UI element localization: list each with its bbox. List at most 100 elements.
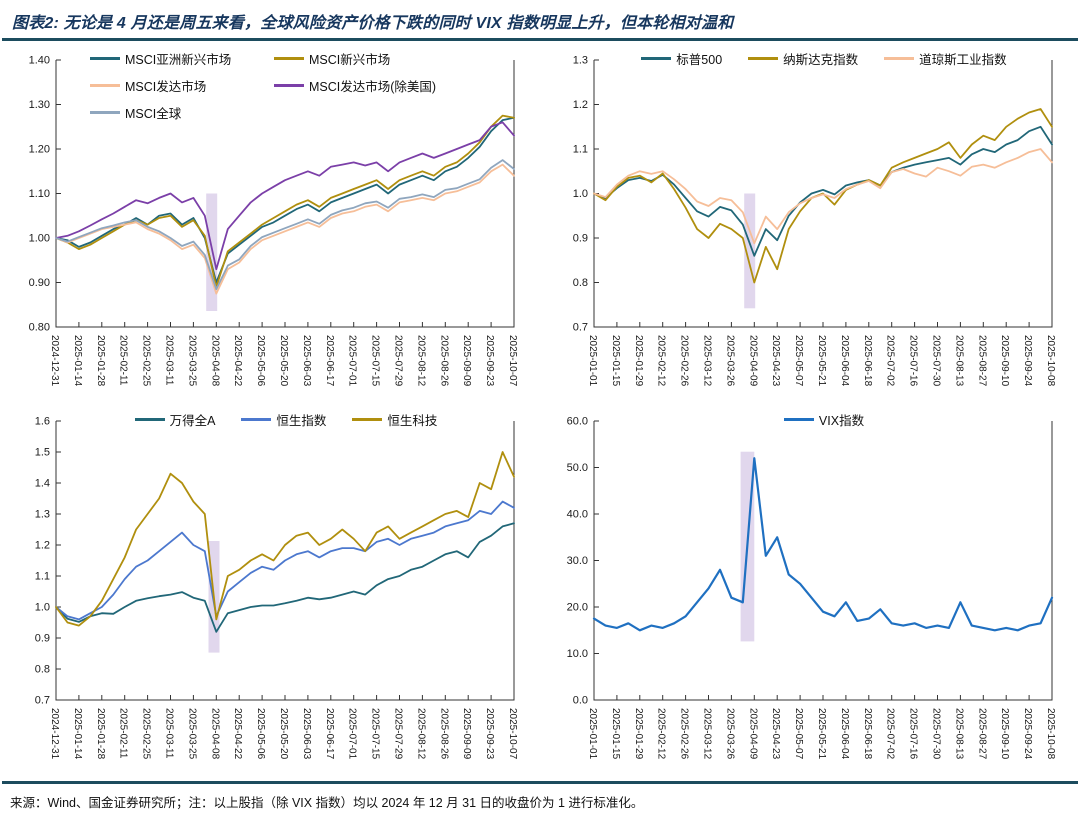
svg-text:2025-10-07: 2025-10-07 [507,335,518,387]
svg-text:2025-04-23: 2025-04-23 [770,708,781,760]
svg-text:60.0: 60.0 [567,416,588,428]
svg-text:2025-03-11: 2025-03-11 [164,708,175,759]
svg-text:1.1: 1.1 [573,144,588,156]
svg-text:2025-01-29: 2025-01-29 [633,708,644,760]
svg-text:2025-07-16: 2025-07-16 [908,335,919,387]
svg-text:2025-02-26: 2025-02-26 [679,708,690,760]
svg-text:2025-02-25: 2025-02-25 [141,335,152,387]
svg-text:0.8: 0.8 [573,277,588,289]
svg-text:2025-06-04: 2025-06-04 [839,708,850,760]
svg-text:2025-01-28: 2025-01-28 [95,335,106,387]
svg-text:2025-05-07: 2025-05-07 [793,708,804,760]
svg-text:2025-03-25: 2025-03-25 [186,708,197,760]
svg-text:0.7: 0.7 [35,695,50,707]
svg-text:2025-04-08: 2025-04-08 [209,335,220,387]
series-line-us-0 [593,125,1053,257]
svg-text:2025-01-14: 2025-01-14 [72,335,83,387]
svg-text:2025-03-11: 2025-03-11 [164,335,175,386]
svg-text:2025-06-17: 2025-06-17 [324,335,335,387]
series-line-msci-3 [55,121,515,271]
svg-text:2025-08-12: 2025-08-12 [415,335,426,387]
legend-line-swatch [783,418,814,421]
svg-text:2025-10-07: 2025-10-07 [507,708,518,760]
legend-line-swatch [134,418,165,421]
svg-text:1.3: 1.3 [573,55,588,67]
svg-text:2025-08-13: 2025-08-13 [953,335,964,387]
series-line-hk-2 [55,451,515,627]
svg-text:1.0: 1.0 [35,602,50,614]
svg-text:2025-08-27: 2025-08-27 [976,335,987,387]
legend-line-swatch [90,111,120,114]
legend-item-msci-2: MSCI发达市场 [90,76,268,95]
legend-item-vix-0: VIX指数 [783,410,865,429]
svg-text:2024-12-31: 2024-12-31 [49,708,60,760]
legend-item-hk-0: 万得全A [134,410,215,429]
chart-china-hk-indices: 万得全A 恒生指数 恒生科技 1.6 1.5 1.4 1.3 1.2 1.1 1.0 0.9 0.8… [12,408,528,777]
highlight-band-april [206,193,218,311]
svg-text:1.20: 1.20 [29,144,50,156]
footer-divider [2,781,1078,784]
svg-text:0.9: 0.9 [35,633,50,645]
svg-text:2025-08-26: 2025-08-26 [438,708,449,760]
svg-text:0.7: 0.7 [573,322,588,334]
legend-line-swatch [241,418,272,421]
source-note: 来源：Wind、国金证券研究所；注：以上股指（除 VIX 指数）均以 2024 … [10,796,644,810]
x-axis: 2024-12-31 2025-01-14 2025-01-28 2025-02-11… [49,322,518,387]
svg-text:2025-10-08: 2025-10-08 [1045,708,1056,760]
legend-label: MSCI全球 [125,107,182,121]
svg-text:0.8: 0.8 [35,664,50,676]
legend-label: MSCI新兴市场 [309,53,391,67]
legend-label: 标普500 [676,53,723,67]
series-line-msci-1 [55,114,515,288]
svg-text:2025-07-29: 2025-07-29 [393,708,404,760]
svg-text:0.90: 0.90 [29,277,50,289]
svg-text:2025-02-11: 2025-02-11 [118,335,129,386]
svg-text:2025-05-07: 2025-05-07 [793,335,804,387]
svg-text:1.4: 1.4 [35,478,50,490]
legend-line-swatch [748,57,779,60]
legend-line-swatch [884,57,915,60]
legend-line-swatch [274,57,304,60]
svg-text:2025-06-18: 2025-06-18 [862,708,873,760]
svg-text:2025-09-23: 2025-09-23 [484,708,495,760]
svg-text:2025-06-18: 2025-06-18 [862,335,873,387]
chart-us-indices: 标普500 纳斯达克指数 道琼斯工业指数 1.3 1.2 1.1 1.0 0.9 0.8 0.7… [550,47,1066,404]
legend-label: 恒生指数 [276,414,327,428]
svg-text:0.80: 0.80 [29,322,50,334]
y-axis: 1.6 1.5 1.4 1.3 1.2 1.1 1.0 0.9 0.8 0.7 [35,416,61,707]
svg-text:2025-02-25: 2025-02-25 [141,708,152,760]
series-line-vix-0 [592,457,1054,632]
svg-text:2025-02-26: 2025-02-26 [679,335,690,387]
svg-text:2025-04-22: 2025-04-22 [232,335,243,387]
legend-item-hk-2: 恒生科技 [352,410,437,429]
svg-text:2025-05-06: 2025-05-06 [255,335,266,387]
svg-text:2025-02-12: 2025-02-12 [656,708,667,760]
svg-text:30.0: 30.0 [567,555,588,567]
y-axis: 1.3 1.2 1.1 1.0 0.9 0.8 0.7 [573,55,599,334]
charts-grid: MSCI亚洲新兴市场 MSCI新兴市场 MSCI发达市场 MSCI发达市场(除美国) M… [0,41,1080,777]
legend-item-msci-0: MSCI亚洲新兴市场 [90,49,268,68]
svg-text:2025-01-28: 2025-01-28 [95,708,106,760]
svg-text:2025-04-09: 2025-04-09 [747,708,758,760]
svg-text:2025-04-08: 2025-04-08 [209,708,220,760]
x-axis: 2025-01-01 2025-01-15 2025-01-29 2025-02-12… [587,695,1056,760]
series-line-msci-4 [55,159,515,291]
svg-text:2025-10-08: 2025-10-08 [1045,335,1056,387]
svg-text:1.5: 1.5 [35,447,50,459]
svg-text:2025-07-02: 2025-07-02 [885,708,896,760]
svg-text:0.0: 0.0 [573,695,588,707]
series-line-us-1 [593,108,1053,284]
title-divider [2,38,1078,41]
svg-text:2025-04-09: 2025-04-09 [747,335,758,387]
svg-text:2025-01-14: 2025-01-14 [72,708,83,760]
svg-text:2025-01-15: 2025-01-15 [610,335,621,387]
series-line-hk-0 [55,522,515,633]
svg-text:2025-01-29: 2025-01-29 [633,335,644,387]
svg-text:2025-06-03: 2025-06-03 [301,708,312,760]
legend-label: VIX指数 [818,414,865,428]
x-axis: 2024-12-31 2025-01-14 2025-01-28 2025-02-11… [49,695,518,760]
svg-text:2025-08-13: 2025-08-13 [953,708,964,760]
